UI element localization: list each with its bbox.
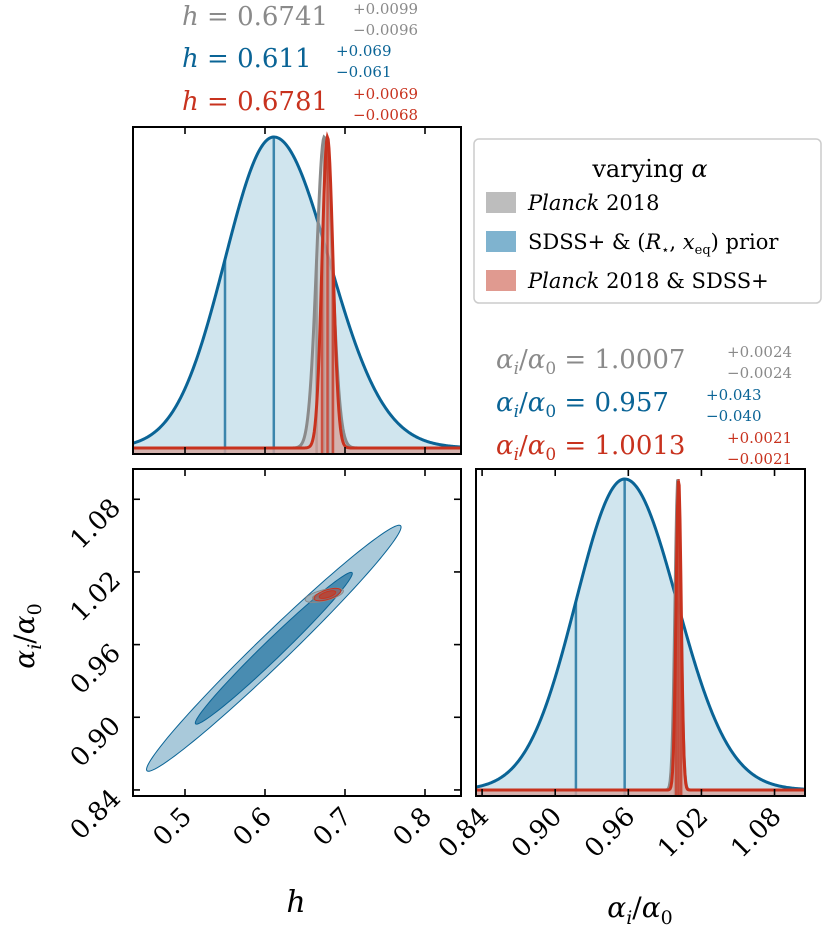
contour-68-2 bbox=[318, 590, 337, 599]
legend-swatch-combined bbox=[486, 270, 516, 291]
tick-label-alpha-x-4: 1.08 bbox=[725, 802, 787, 864]
h-titles: h = 0.6741 +0.0099 −0.0096 h = 0.611 +0.… bbox=[182, 0, 418, 124]
tick-label-alpha-y-3: 1.02 bbox=[65, 566, 127, 628]
title-alpha-sdss-plus: +0.043 bbox=[706, 386, 762, 404]
tick-label-alpha-x-0: 0.84 bbox=[433, 802, 495, 864]
tick-label-h-3: 0.8 bbox=[387, 802, 437, 852]
title-alpha-combined-plus: +0.0021 bbox=[727, 429, 792, 447]
legend-swatch-sdss bbox=[486, 231, 516, 252]
legend-label-combined: Planck 2018 & SDSS+ bbox=[527, 269, 769, 293]
title-alpha-sdss: αi/α0 = 0.957 bbox=[496, 388, 669, 422]
title-h-sdss-plus: +0.069 bbox=[336, 42, 392, 60]
pdf-fill-1 bbox=[133, 137, 461, 454]
title-h-planck-plus: +0.0099 bbox=[353, 0, 418, 18]
panel-joint bbox=[132, 468, 462, 797]
tick-label-alpha-y-0: 0.84 bbox=[65, 784, 127, 846]
title-h-combined-plus: +0.0069 bbox=[353, 85, 418, 103]
title-alpha-planck-plus: +0.0024 bbox=[727, 343, 792, 361]
title-h-combined-minus: −0.0068 bbox=[353, 106, 418, 124]
pdf-curve-2 bbox=[133, 131, 461, 450]
title-alpha-planck-minus: −0.0024 bbox=[727, 364, 792, 382]
tick-label-alpha-y-2: 0.96 bbox=[65, 638, 127, 700]
xlabel-h: h bbox=[286, 885, 305, 920]
panel-alpha-marginal bbox=[475, 468, 806, 797]
ylabel-alpha: αi/α0 bbox=[8, 603, 46, 668]
pdf-curve-1 bbox=[133, 135, 461, 449]
title-alpha-sdss-minus: −0.040 bbox=[706, 407, 762, 425]
title-alpha-planck: αi/α0 = 1.0007 bbox=[496, 345, 685, 379]
legend: varying α Planck 2018 SDSS+ & (R⋆, xeq) … bbox=[473, 138, 822, 304]
title-alpha-combined: αi/α0 = 1.0013 bbox=[496, 431, 685, 465]
title-h-combined: h = 0.6781 bbox=[182, 87, 328, 117]
alpha-titles: αi/α0 = 1.0007 +0.0024 −0.0024 αi/α0 = 0… bbox=[496, 343, 792, 468]
legend-label-planck: Planck 2018 bbox=[527, 191, 660, 215]
title-alpha-combined-minus: −0.0021 bbox=[727, 450, 792, 468]
tick-label-h-0: 0.5 bbox=[147, 802, 197, 852]
xlabel-alpha: αi/α0 bbox=[607, 891, 672, 929]
tick-label-h-1: 0.6 bbox=[227, 802, 277, 852]
title-h-planck: h = 0.6741 bbox=[182, 2, 328, 32]
panel-h-marginal bbox=[132, 126, 462, 455]
legend-box bbox=[473, 138, 822, 304]
panel-frame bbox=[132, 126, 462, 455]
pdf-fill-1 bbox=[476, 479, 805, 796]
title-h-planck-minus: −0.0096 bbox=[353, 21, 418, 39]
tick-label-h-2: 0.7 bbox=[307, 802, 357, 852]
tick-label-alpha-y-4: 1.08 bbox=[65, 493, 127, 555]
tick-label-alpha-x-1: 0.90 bbox=[506, 802, 568, 864]
legend-label-sdss: SDSS+ & (R⋆, xeq) prior bbox=[528, 230, 779, 258]
tick-label-alpha-x-3: 1.02 bbox=[652, 802, 714, 864]
title-h-sdss-minus: −0.061 bbox=[336, 63, 392, 81]
title-h-sdss: h = 0.611 bbox=[182, 44, 312, 74]
panel-frame bbox=[132, 468, 462, 797]
tick-label-alpha-y-1: 0.90 bbox=[65, 711, 127, 773]
pdf-curve-1 bbox=[476, 477, 805, 791]
tick-label-alpha-x-2: 0.96 bbox=[579, 802, 641, 864]
panel-frame bbox=[475, 468, 806, 797]
legend-title: varying α bbox=[591, 155, 707, 183]
legend-swatch-planck bbox=[486, 192, 516, 213]
pdf-curve-2 bbox=[476, 480, 805, 792]
